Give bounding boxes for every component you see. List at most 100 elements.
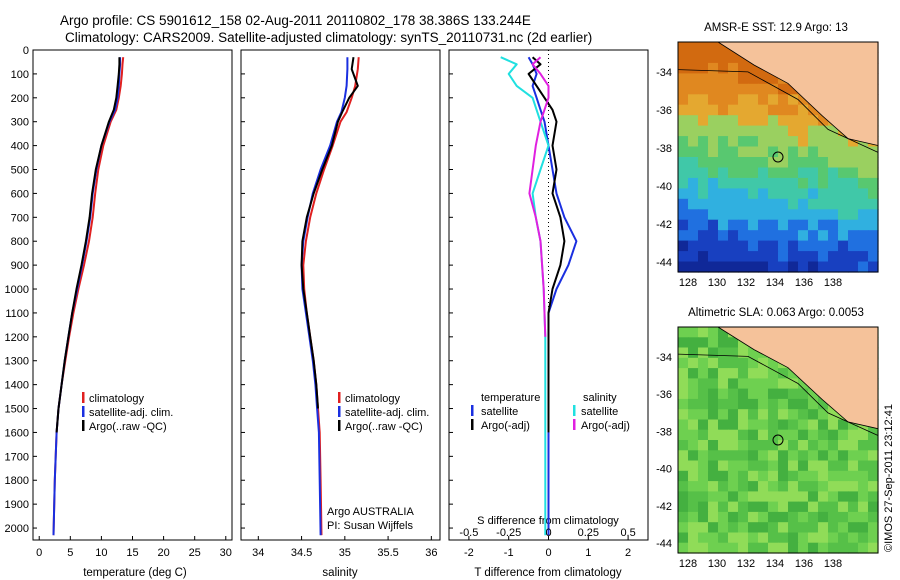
x-tick-label: 35 — [339, 547, 351, 559]
map-cell — [828, 188, 839, 200]
map-cell — [818, 198, 829, 210]
map-cell — [708, 188, 719, 200]
map-cell — [718, 409, 729, 421]
map-cell — [788, 177, 799, 189]
map-cell — [778, 409, 789, 421]
map-cell — [728, 146, 739, 158]
map-cell — [688, 83, 699, 95]
map-cell — [678, 209, 689, 221]
map-cell — [848, 230, 859, 242]
y-tick-label: 800 — [11, 236, 29, 248]
sst-map — [677, 41, 879, 273]
lat-tick-label: -38 — [656, 426, 672, 438]
map-cell — [718, 532, 729, 544]
map-cell — [758, 357, 769, 369]
map-cell — [678, 146, 689, 158]
map-cell — [838, 177, 849, 189]
map-cell — [868, 511, 879, 523]
map-cell — [858, 240, 869, 252]
map-cell — [848, 188, 859, 200]
map-cell — [688, 261, 699, 273]
map-cell — [688, 501, 699, 513]
lat-tick-label: -38 — [656, 143, 672, 155]
map-cell — [788, 491, 799, 503]
map-cell — [728, 240, 739, 252]
map-cell — [718, 460, 729, 472]
y-tick-label: 1800 — [5, 475, 29, 487]
map-cell — [688, 409, 699, 421]
map-cell — [848, 440, 859, 451]
map-cell — [788, 470, 799, 482]
map-cell — [738, 115, 749, 127]
map-cell — [818, 219, 829, 231]
map-cell — [708, 115, 719, 127]
map-cell — [708, 440, 719, 451]
map-cell — [748, 378, 759, 390]
map-cell — [768, 398, 779, 410]
map-cell — [758, 398, 769, 410]
map-cell — [718, 198, 729, 210]
map-cell — [748, 104, 759, 116]
map-cell — [848, 481, 859, 492]
map-cell — [728, 94, 739, 106]
map-cell — [738, 73, 749, 85]
map-cell — [688, 388, 699, 400]
legend-label-s-satellite: satellite — [581, 406, 618, 418]
y-tick-label: 1200 — [5, 332, 29, 344]
map-cell — [768, 460, 779, 472]
map-cell — [858, 511, 869, 523]
map-cell — [748, 542, 759, 554]
map-cell — [778, 450, 789, 462]
map-cell — [688, 460, 699, 472]
map-cell — [728, 251, 739, 263]
map-cell — [728, 83, 739, 95]
map-cell — [688, 357, 699, 369]
map-cell — [708, 42, 719, 54]
map-cell — [738, 542, 749, 554]
map-cell — [708, 209, 719, 221]
map-cell — [838, 470, 849, 482]
legend-label-satellite: satellite-adj. clim. — [345, 407, 429, 419]
map-cell — [808, 481, 819, 492]
map-cell — [678, 398, 689, 410]
map-cell — [758, 167, 769, 179]
map-cell — [848, 429, 859, 441]
map-cell — [758, 368, 769, 379]
map-cell — [678, 219, 689, 231]
x2-tick-label: 0.25 — [578, 527, 599, 539]
map-cell — [838, 491, 849, 503]
map-cell — [858, 198, 869, 210]
map-cell — [868, 240, 879, 252]
map-cell — [678, 251, 689, 263]
map-cell — [778, 240, 789, 252]
map-cell — [798, 146, 809, 158]
map-cell — [798, 115, 809, 127]
map-cell — [868, 198, 879, 210]
map-cell — [718, 419, 729, 431]
map-cell — [838, 429, 849, 441]
map-cell — [698, 388, 709, 400]
y-tick-label: 1100 — [5, 308, 29, 320]
map-cell — [758, 409, 769, 421]
map-cell — [778, 261, 789, 273]
map-cell — [858, 522, 869, 534]
map-cell — [678, 542, 689, 554]
map-cell — [798, 188, 809, 200]
map-cell — [798, 542, 809, 554]
map-cell — [768, 240, 779, 252]
map-cell — [848, 240, 859, 252]
map-cell — [748, 532, 759, 544]
map-cell — [688, 251, 699, 263]
map-cell — [808, 522, 819, 534]
map-cell — [748, 409, 759, 421]
map-cell — [748, 177, 759, 189]
map-cell — [818, 115, 829, 127]
map-cell — [718, 347, 729, 359]
map-cell — [718, 357, 729, 369]
map-cell — [818, 501, 829, 513]
map-cell — [698, 219, 709, 231]
map-cell — [808, 388, 819, 400]
map-cell — [808, 419, 819, 431]
lon-tick-label: 138 — [824, 558, 842, 570]
map-cell — [838, 532, 849, 544]
